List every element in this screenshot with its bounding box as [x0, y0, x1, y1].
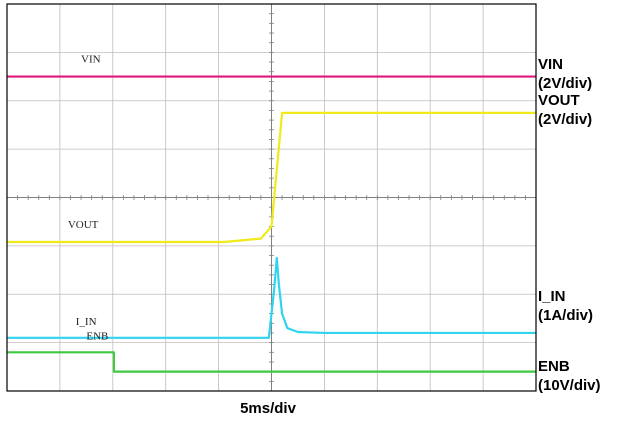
trace-enb	[7, 351, 536, 373]
trace-i-in	[7, 256, 536, 339]
trace-label-vout: VOUT	[68, 219, 99, 231]
grid	[6, 3, 537, 392]
trace-vout	[7, 111, 536, 244]
trace-labels: VIN VOUT I_IN ENB	[68, 54, 109, 343]
vin-side-label: VIN (2V/div)	[538, 55, 592, 93]
plot-border	[6, 3, 537, 392]
iin-side-name: I_IN	[538, 288, 566, 305]
enb-side-name: ENB	[538, 358, 570, 375]
vin-side-name: VIN	[538, 56, 564, 73]
iin-side-label: I_IN (1A/div)	[538, 287, 593, 325]
vout-side-label: VOUT (2V/div)	[538, 91, 592, 129]
iin-side-scale: (1A/div)	[538, 307, 594, 324]
trace-label-vin: VIN	[81, 54, 101, 66]
enb-side-scale: (10V/div)	[538, 377, 601, 394]
vout-side-scale: (2V/div)	[538, 111, 593, 128]
timebase-label: 5ms/div	[240, 400, 296, 417]
trace-label-i-in: I_IN	[76, 316, 97, 328]
trace-label-enb: ENB	[86, 330, 108, 342]
vin-side-scale: (2V/div)	[538, 75, 593, 92]
enb-side-label: ENB (10V/div)	[538, 357, 601, 395]
traces	[7, 75, 536, 373]
vout-side-name: VOUT	[538, 92, 580, 109]
